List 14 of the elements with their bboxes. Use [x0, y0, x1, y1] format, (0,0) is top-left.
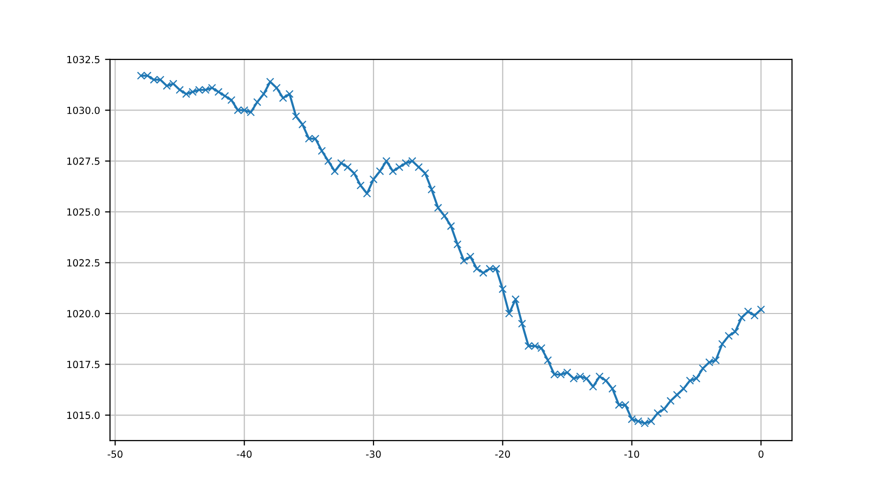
y-tick-label: 1020.0 [67, 310, 100, 318]
x-tick-label: 0 [758, 450, 764, 458]
y-tick-label: 1025.0 [67, 208, 100, 216]
x-tick-label: -50 [108, 450, 122, 458]
y-tick-label: 1022.5 [67, 259, 100, 267]
x-tick-label: -40 [236, 450, 252, 458]
x-tick-label: -10 [624, 450, 640, 458]
x-tick-label: -20 [495, 450, 510, 458]
y-tick-label: 1027.5 [67, 158, 100, 165]
y-tick-label: 1015.0 [67, 412, 100, 419]
x-tick-label: -30 [366, 450, 381, 458]
y-tick-label: 1032.5 [67, 56, 100, 64]
y-tick-label: 1017.5 [67, 360, 100, 368]
y-tick-label: 1030.0 [67, 106, 100, 114]
